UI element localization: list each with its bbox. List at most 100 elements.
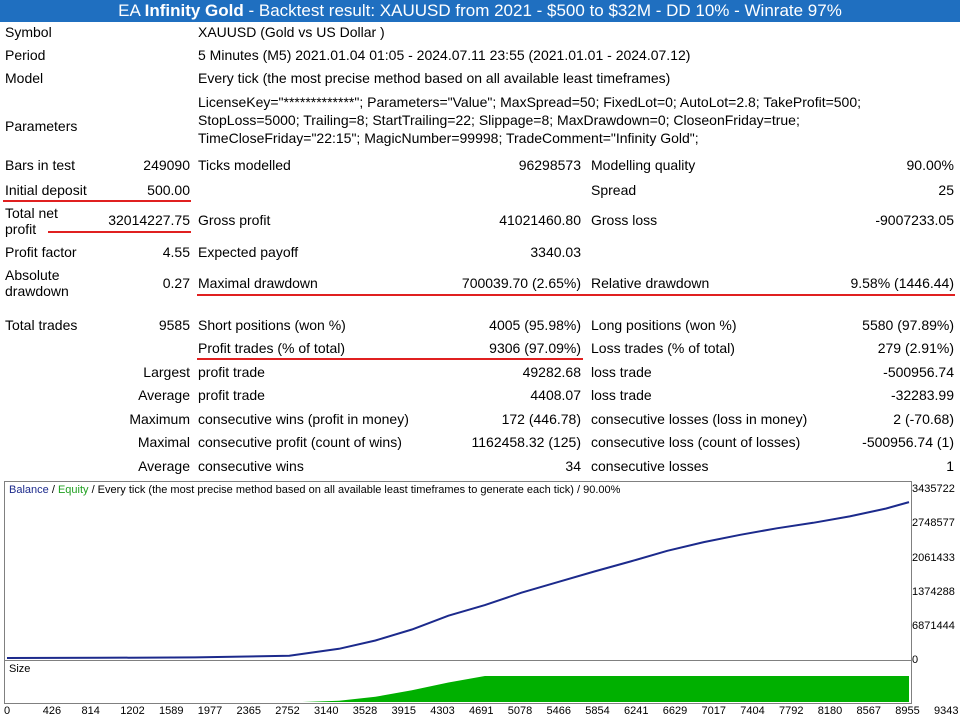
long-value: 5580 (97.89%): [862, 317, 954, 333]
size-label: Size: [9, 663, 31, 675]
profittrades-value: 9306 (97.09%): [489, 340, 581, 356]
ticks-label: Ticks modelled: [198, 157, 291, 173]
absdd-label-line1: Absolute: [5, 267, 60, 283]
deposit-value: 500.00: [147, 182, 190, 198]
netprofit-value: 32014227.75: [108, 212, 190, 228]
x-tick-label: 8955: [895, 705, 920, 717]
losstrades-value: 279 (2.91%): [877, 340, 954, 356]
maximal-prefix: Maximal: [137, 434, 190, 450]
x-tick-label: 4691: [469, 705, 494, 717]
losstrades-label: Loss trades (% of total): [591, 340, 735, 356]
max-losses-value: 2 (-70.68): [893, 411, 954, 427]
y-tick-label: 2061433: [912, 552, 955, 564]
parameters-line: LicenseKey="*************"; Parameters="…: [198, 94, 862, 110]
x-tick-label: 7792: [779, 705, 804, 717]
title-banner: EA Infinity Gold - Backtest result: XAUU…: [0, 0, 960, 22]
payoff-value: 3340.03: [530, 244, 581, 260]
spread-value: 25: [938, 182, 954, 198]
netprofit-label-line2: profit: [5, 221, 37, 237]
x-tick-label: 2752: [275, 705, 300, 717]
x-tick-label: 1977: [197, 705, 223, 717]
legend-sep: /: [48, 484, 58, 496]
trades-label: Total trades: [5, 317, 78, 333]
model-value: Every tick (the most precise method base…: [198, 70, 671, 86]
legend-balance: Balance: [9, 484, 49, 496]
size-chart: Size: [4, 660, 912, 704]
x-tick-label: 3915: [391, 705, 416, 717]
parameters-label: Parameters: [5, 118, 78, 134]
symbol-label: Symbol: [5, 24, 52, 40]
balance-chart: Balance / Equity / Every tick (the most …: [4, 481, 912, 662]
x-tick-label: 4303: [430, 705, 455, 717]
trades-value: 9585: [158, 317, 190, 333]
largest-loss-value: -500956.74: [883, 364, 954, 380]
maxdd-value: 700039.70 (2.65%): [461, 275, 581, 291]
max-losses-label: consecutive losses (loss in money): [591, 411, 808, 427]
highlight-underline: [3, 200, 191, 202]
largest-prefix: Largest: [143, 364, 190, 380]
pf-value: 4.55: [162, 244, 190, 260]
ticks-value: 96298573: [518, 157, 581, 173]
payoff-label: Expected payoff: [198, 244, 299, 260]
maximum-prefix: Maximum: [129, 411, 190, 427]
size-area: [7, 676, 909, 702]
x-tick-label: 2365: [236, 705, 261, 717]
y-tick-label: 2748577: [912, 517, 955, 529]
avg-losses-value: 1: [946, 458, 954, 474]
size-plot: [7, 676, 909, 702]
short-label: Short positions (won %): [198, 317, 346, 333]
maximal-profit-label: consecutive profit (count of wins): [198, 434, 402, 450]
balance-plot: [6, 501, 910, 659]
x-tick-label: 0: [4, 705, 11, 717]
netprofit-label-line1: Total net: [5, 205, 58, 221]
x-tick-label: 5854: [585, 705, 610, 717]
period-value: 5 Minutes (M5) 2021.01.04 01:05 - 2024.0…: [198, 47, 691, 63]
model-label: Model: [5, 70, 44, 86]
legend-equity: Equity: [57, 484, 89, 496]
largest-loss-label: loss trade: [591, 364, 652, 380]
quality-label: Modelling quality: [591, 157, 696, 173]
banner-prefix: EA: [118, 1, 145, 20]
maximal-loss-value: -500956.74 (1): [862, 434, 954, 450]
average-profit-label: profit trade: [198, 387, 265, 403]
average-profit-value: 4408.07: [530, 387, 581, 403]
grossloss-label: Gross loss: [591, 212, 658, 228]
y-tick-label: 0: [912, 654, 919, 666]
x-tick-label: 7017: [701, 705, 726, 717]
grossloss-value: -9007233.05: [875, 212, 954, 228]
short-value: 4005 (95.98%): [489, 317, 581, 333]
maximal-loss-label: consecutive loss (count of losses): [591, 434, 801, 450]
avgcons-prefix: Average: [138, 458, 190, 474]
grossprofit-value: 41021460.80: [499, 212, 581, 228]
highlight-underline: [197, 358, 583, 360]
y-tick-label: 3435722: [912, 483, 955, 495]
maxdd-label: Maximal drawdown: [198, 275, 318, 291]
chart-legend: Balance / Equity / Every tick (the most …: [9, 484, 620, 496]
x-tick-label: 8180: [817, 705, 843, 717]
legend-description: / Every tick (the most precise method ba…: [88, 484, 621, 496]
reldd-value: 9.58% (1446.44): [850, 275, 954, 291]
parameters-line: StopLoss=5000; Trailing=8; StartTrailing…: [198, 112, 800, 128]
x-tick-label: 6629: [662, 705, 688, 717]
deposit-label: Initial deposit: [5, 182, 87, 198]
maximal-profit-value: 1162458.32 (125): [471, 434, 582, 450]
x-tick-label: 1202: [120, 705, 145, 717]
y-tick-label: 1374288: [912, 586, 955, 598]
series-line-balance: [6, 501, 910, 659]
average-loss-label: loss trade: [591, 387, 652, 403]
x-tick-label: 814: [81, 705, 100, 717]
highlight-underline: [197, 294, 955, 296]
x-tick-label: 9343: [934, 705, 959, 717]
y-tick-label: 6871444: [912, 620, 955, 632]
x-tick-label: 6241: [624, 705, 649, 717]
parameters-line: TimeCloseFriday="22:15"; MagicNumber=999…: [198, 130, 699, 146]
absdd-label-line2: drawdown: [5, 283, 69, 299]
bars-label: Bars in test: [5, 157, 76, 173]
symbol-value: XAUUSD (Gold vs US Dollar ): [198, 24, 385, 40]
x-tick-label: 5466: [546, 705, 571, 717]
profittrades-label: Profit trades (% of total): [198, 340, 346, 356]
x-tick-label: 426: [42, 705, 62, 717]
quality-value: 90.00%: [906, 157, 954, 173]
bars-value: 249090: [143, 157, 190, 173]
avg-losses-label: consecutive losses: [591, 458, 709, 474]
